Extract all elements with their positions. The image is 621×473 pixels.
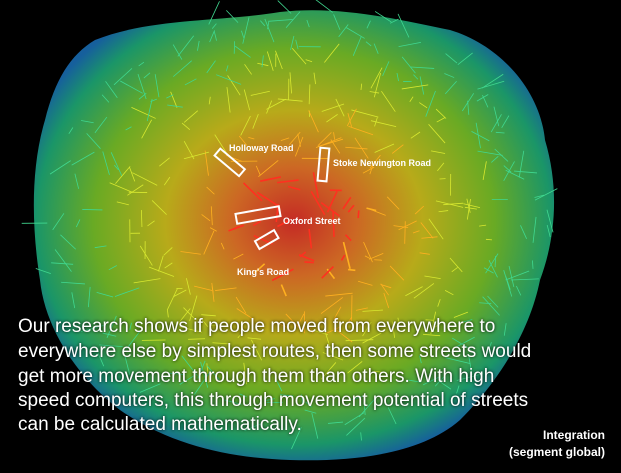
caption-line: can be calculated mathematically. <box>18 414 302 436</box>
street <box>358 210 359 218</box>
page: Holloway Road Stoke Newington Road Oxfor… <box>0 0 621 473</box>
street <box>486 239 492 240</box>
legend-subtitle: (segment global) <box>509 445 605 459</box>
caption-line: speed computers, this through movement p… <box>18 390 528 412</box>
street <box>188 339 205 340</box>
map-label: Stoke Newington Road <box>333 158 431 168</box>
street <box>532 260 533 268</box>
caption-line: Our research shows if people moved from … <box>18 316 495 338</box>
caption-line: get more movement through them than othe… <box>18 366 494 388</box>
map-label: Oxford Street <box>283 216 341 226</box>
street <box>304 262 313 263</box>
legend-title: Integration <box>543 428 605 442</box>
street <box>141 210 142 227</box>
caption-line: everywhere else by simplest routes, then… <box>18 341 531 363</box>
street <box>348 270 355 271</box>
map-label: Holloway Road <box>229 143 294 153</box>
street <box>405 221 406 244</box>
map-label: King's Road <box>237 267 289 277</box>
